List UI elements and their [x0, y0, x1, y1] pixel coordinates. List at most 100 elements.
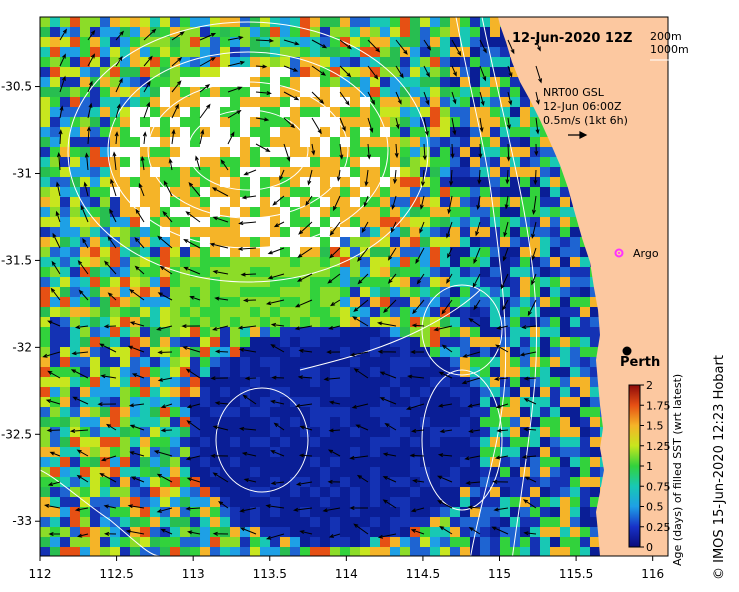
eddy-contour [421, 284, 503, 376]
sst-cell [290, 437, 300, 447]
sst-cell [270, 227, 280, 237]
sst-cell [430, 387, 440, 397]
sst-cell [310, 107, 320, 117]
current-arrow [502, 247, 509, 262]
current-arrow [52, 232, 61, 249]
sst-cell [100, 157, 110, 167]
colorbar-tick-label: 0.75 [646, 480, 671, 493]
sst-cell [60, 427, 70, 437]
contour-legend-1000m: 1000m [650, 43, 689, 56]
sst-cell [400, 297, 410, 307]
current-arrow [185, 455, 201, 461]
sst-cell [520, 327, 530, 337]
current-arrow [468, 317, 481, 327]
sst-cell [380, 87, 390, 97]
sst-cell [560, 337, 570, 347]
sst-cell [270, 67, 280, 77]
sst-cell [310, 97, 320, 107]
current-arrow [129, 289, 145, 301]
sst-cell [560, 327, 570, 337]
sst-cell [490, 307, 500, 317]
current-time-label: 12-Jun 06:00Z [543, 100, 622, 113]
sst-cell [290, 347, 300, 357]
sst-cell [440, 547, 450, 556]
sst-cell [130, 347, 140, 357]
sst-cell [250, 487, 260, 497]
current-arrow [349, 351, 369, 357]
current-arrow [106, 423, 117, 431]
sst-cell [50, 77, 60, 87]
sst-cell [150, 47, 160, 57]
sst-cell [380, 397, 390, 407]
sst-cell [400, 177, 410, 187]
sst-cell [500, 157, 510, 167]
current-arrow [468, 527, 481, 535]
sst-cell [350, 407, 360, 417]
sst-cell [190, 57, 200, 67]
sst-cell [420, 257, 430, 267]
sst-cell [130, 277, 140, 287]
current-arrow [227, 60, 246, 67]
sst-cell [470, 347, 480, 357]
current-arrow [451, 65, 457, 77]
sst-cell [100, 27, 110, 37]
sst-cell [370, 457, 380, 467]
sst-cell [220, 477, 230, 487]
sst-cell [500, 457, 510, 467]
current-arrow [437, 453, 453, 458]
sst-cell [370, 77, 380, 87]
sst-cell [290, 467, 300, 477]
sst-cell [50, 17, 60, 27]
sst-cell [560, 367, 570, 377]
sst-cell [190, 397, 200, 407]
sst-cell [80, 147, 90, 157]
current-arrow [367, 39, 381, 53]
sst-cell [320, 217, 330, 227]
current-arrow [212, 216, 229, 223]
sst-cell [80, 487, 90, 497]
sst-cell [280, 517, 290, 527]
current-arrow [82, 237, 89, 249]
sst-cell [550, 327, 560, 337]
sst-cell [190, 367, 200, 377]
current-arrow [227, 131, 235, 145]
sst-cell [550, 297, 560, 307]
sst-cell [540, 287, 550, 297]
sst-cell [100, 467, 110, 477]
sst-cell [380, 97, 390, 107]
sst-cell [120, 167, 130, 177]
sst-cell [140, 377, 150, 387]
sst-cell [470, 17, 480, 27]
sst-cell [130, 37, 140, 47]
sst-cell [240, 157, 250, 167]
current-arrow [451, 117, 457, 136]
sst-cell [150, 417, 160, 427]
sst-cell [410, 247, 420, 257]
sst-cell [270, 537, 280, 547]
sst-cell [420, 277, 430, 287]
sst-cell [360, 87, 370, 97]
sst-cell [300, 217, 310, 227]
sst-cell [80, 437, 90, 447]
sst-cell [100, 287, 110, 297]
sst-cell [150, 17, 160, 27]
current-arrow [99, 472, 117, 483]
sst-cell [350, 377, 360, 387]
sst-cell [530, 507, 540, 517]
sst-cell [420, 367, 430, 377]
sst-cell [120, 187, 130, 197]
current-arrow [349, 506, 368, 511]
sst-cell [150, 427, 160, 437]
sst-cell [120, 417, 130, 427]
sst-cell [540, 257, 550, 267]
current-arrow [531, 273, 537, 286]
sst-cell [120, 107, 130, 117]
sst-cell [220, 487, 230, 497]
sst-cell [370, 177, 380, 187]
sst-cell [100, 237, 110, 247]
current-arrow [311, 65, 327, 76]
sst-cell [470, 437, 480, 447]
sst-cell [50, 177, 60, 187]
sst-cell [80, 427, 90, 437]
sst-cell [190, 47, 200, 57]
